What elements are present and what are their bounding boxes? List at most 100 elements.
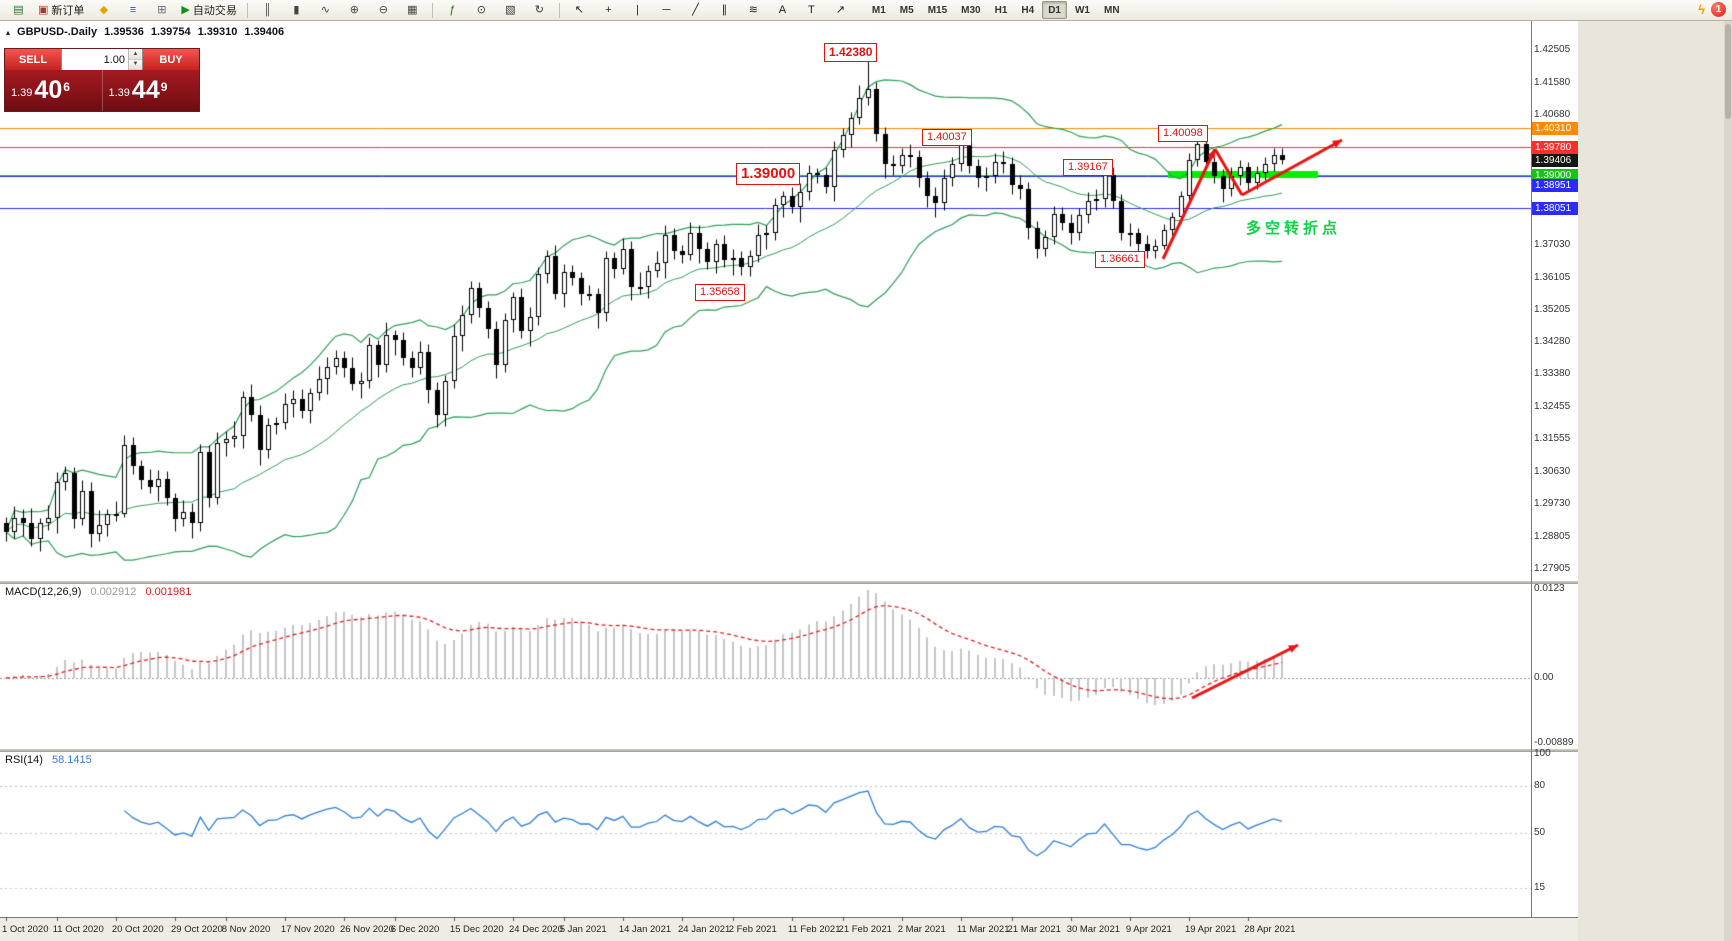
metaeditor-icon[interactable]: ◆ (90, 0, 117, 20)
ask-prefix: 1.39 (108, 86, 130, 99)
bid-prefix: 1.39 (11, 86, 33, 99)
toolbar-right-cluster: ϟ 1 (1698, 2, 1726, 17)
arrows-icon[interactable]: ↗ (827, 0, 854, 20)
one-click-trading-panel: SELL 1.00 ▲ ▼ BUY 1.39 40 6 1.39 (4, 48, 200, 112)
ask-price[interactable]: 1.39 44 9 (101, 70, 200, 111)
timeframe-button-h1[interactable]: H1 (994, 4, 1008, 16)
trendline-icon: ╱ (692, 3, 699, 16)
indicator-add-icon: ƒ (449, 3, 456, 16)
channel-icon[interactable]: ∥ (711, 0, 738, 20)
chart-window-icon[interactable]: ▤ (5, 0, 32, 20)
toolbar-separator (558, 2, 560, 18)
refresh-icon[interactable]: ↻ (526, 0, 553, 20)
cursor-icon[interactable]: ↖ (566, 0, 593, 20)
zoom-out-icon: ⊖ (378, 3, 388, 16)
bar-chart-icon[interactable]: ║ (254, 0, 281, 20)
period-icon: ⊙ (476, 3, 486, 16)
candlestick-chart-icon: ▮ (293, 3, 300, 16)
volume-field[interactable]: 1.00 ▲ ▼ (61, 49, 143, 70)
vertical-line-icon[interactable]: | (624, 0, 651, 20)
metaeditor-icon: ◆ (99, 3, 109, 16)
price-annotation-label[interactable]: 1.40037 (922, 129, 972, 146)
vertical-scrollbar[interactable] (1724, 21, 1732, 941)
autotrading-icon: ▶ (181, 3, 190, 16)
new-order-button[interactable]: ▣ 新订单 (34, 0, 88, 20)
text-icon[interactable]: A (769, 0, 796, 20)
arrows-icon: ↗ (835, 3, 845, 16)
refresh-icon: ↻ (534, 3, 544, 16)
autotrading-button[interactable]: ▶ 自动交易 (177, 0, 240, 20)
timeframe-group: M1 M5 M15 M30 H1 H4 D1 W1 MN (865, 1, 1127, 19)
market-watch-icon: ≡ (129, 3, 137, 16)
volume-value[interactable]: 1.00 (103, 53, 125, 66)
autotrading-button-label: 自动交易 (192, 5, 237, 17)
horizontal-line-icon: ─ (662, 3, 671, 16)
template-icon[interactable]: ▧ (497, 0, 524, 20)
notification-badge[interactable]: 1 (1711, 2, 1726, 17)
timeframe-button-m1[interactable]: M1 (871, 4, 886, 16)
price-annotation-label[interactable]: 1.42380 (824, 43, 878, 62)
fibonacci-icon: ≋ (748, 3, 758, 16)
right-empty-area (1578, 21, 1724, 941)
sell-button[interactable]: SELL (5, 49, 61, 70)
price-annotation-label[interactable]: 1.40098 (1158, 125, 1208, 142)
crosshair-icon: + (605, 3, 612, 16)
tile-windows-icon[interactable]: ▦ (399, 0, 426, 20)
chart-window-icon: ▤ (13, 3, 24, 16)
main-toolbar: ▤ ▣ 新订单 ◆ ≡ ⊞ ▶ 自动交易 ║ ▮ ∿ ⊕ ⊖ ▦ ƒ ⊙ ▧ ↻ ↖ + | ─ ╱ ∥ ≋ A T ↗ M1 M5 M1… (0, 0, 1732, 21)
label-icon: T (808, 3, 815, 16)
template-icon: ▧ (505, 3, 516, 16)
channel-icon: ∥ (721, 3, 728, 16)
period-icon[interactable]: ⊙ (468, 0, 495, 20)
price-annotation-label[interactable]: 1.36661 (1095, 251, 1145, 268)
timeframe-button-m5[interactable]: M5 (899, 4, 914, 16)
timeframe-button-w1[interactable]: W1 (1074, 4, 1090, 16)
trendline-icon[interactable]: ╱ (682, 0, 709, 20)
ask-big-digits: 44 (131, 76, 160, 104)
fibonacci-icon[interactable]: ≋ (740, 0, 767, 20)
zoom-in-icon: ⊕ (349, 3, 359, 16)
price-annotation-label[interactable]: 1.35658 (695, 284, 745, 301)
buy-button[interactable]: BUY (143, 49, 199, 70)
cursor-icon: ↖ (574, 3, 584, 16)
notification-lightning-icon[interactable]: ϟ (1698, 2, 1705, 17)
tile-windows-icon: ▦ (407, 3, 418, 16)
timeframe-button-m30[interactable]: M30 (961, 4, 981, 16)
label-icon[interactable]: T (798, 0, 825, 20)
volume-down-button[interactable]: ▼ (129, 59, 142, 70)
price-axis-border (1531, 21, 1532, 917)
volume-stepper: ▲ ▼ (128, 49, 142, 70)
new-order-icon: ▣ (38, 3, 49, 16)
bid-pip-digit: 6 (63, 79, 70, 94)
chart-workspace: 1 Oct 202011 Oct 202020 Oct 202029 Oct 2… (0, 21, 1732, 941)
navigator-icon: ⊞ (157, 3, 167, 16)
bid-big-digits: 40 (34, 76, 63, 104)
vertical-line-icon: | (635, 3, 639, 16)
indicator-add-icon[interactable]: ƒ (439, 0, 466, 20)
market-watch-icon[interactable]: ≡ (119, 0, 146, 20)
navigator-icon[interactable]: ⊞ (148, 0, 175, 20)
zoom-out-icon[interactable]: ⊖ (370, 0, 397, 20)
text-icon: A (778, 3, 787, 16)
toolbar-separator (431, 2, 433, 18)
candlestick-chart-icon[interactable]: ▮ (283, 0, 310, 20)
price-chart-canvas[interactable] (0, 21, 1531, 941)
timeframe-button-h4[interactable]: H4 (1021, 4, 1035, 16)
price-annotation-label[interactable]: 1.39000 (736, 163, 801, 185)
ask-pip-digit: 9 (160, 79, 168, 94)
price-annotation-label[interactable]: 1.39167 (1063, 159, 1113, 176)
scrollbar-thumb[interactable] (1725, 24, 1731, 119)
timeframe-button-mn[interactable]: MN (1103, 4, 1120, 16)
line-chart-icon[interactable]: ∿ (312, 0, 339, 20)
volume-up-button[interactable]: ▲ (129, 49, 142, 60)
crosshair-icon[interactable]: + (595, 0, 622, 20)
timeframe-button-d1[interactable]: D1 (1042, 1, 1067, 19)
zoom-in-icon[interactable]: ⊕ (341, 0, 368, 20)
horizontal-line-icon[interactable]: ─ (653, 0, 680, 20)
bid-price[interactable]: 1.39 40 6 (5, 70, 102, 111)
new-order-button-label: 新订单 (51, 5, 85, 17)
toolbar-button-groups: ▤ ▣ 新订单 ◆ ≡ ⊞ ▶ 自动交易 ║ ▮ ∿ ⊕ ⊖ ▦ ƒ ⊙ ▧ ↻ ↖ + | ─ ╱ ∥ ≋ A T ↗ (4, 0, 855, 20)
line-chart-icon: ∿ (320, 3, 330, 16)
bar-chart-icon: ║ (263, 3, 272, 16)
timeframe-button-m15[interactable]: M15 (927, 4, 948, 16)
